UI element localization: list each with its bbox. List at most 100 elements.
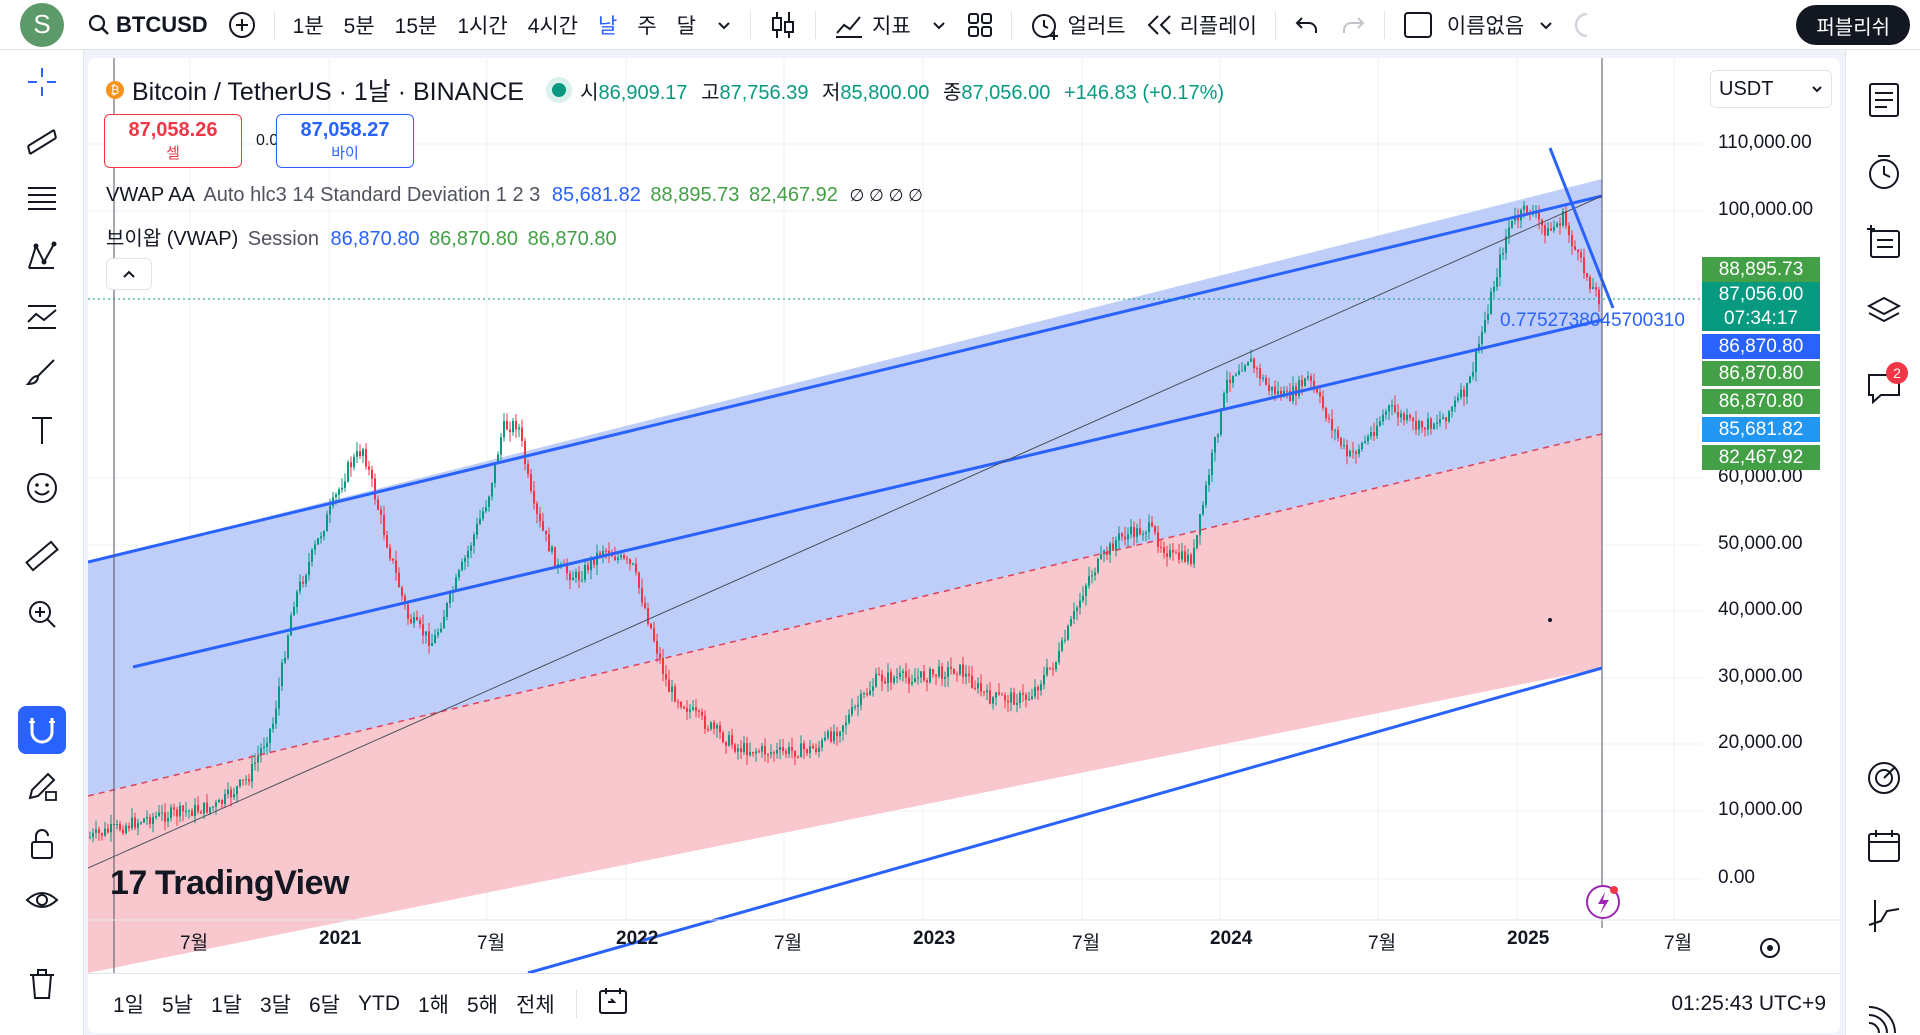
candle-body <box>1226 379 1228 394</box>
trendline-tool[interactable] <box>22 120 62 160</box>
emoji-tool[interactable] <box>22 468 62 508</box>
interval-1m[interactable]: 1분 <box>292 14 324 38</box>
candle-body <box>260 748 262 756</box>
candle-body <box>1118 533 1120 541</box>
compare-symbol-button[interactable] <box>218 0 266 50</box>
candle-body <box>209 807 211 813</box>
range-5d[interactable]: 5날 <box>162 993 193 1017</box>
layout-button[interactable]: 이름없음 <box>1393 0 1564 50</box>
candle-body <box>302 581 304 584</box>
candle-body <box>479 518 481 524</box>
undo-button[interactable] <box>1284 0 1330 50</box>
candle-body <box>155 815 157 818</box>
candle-body <box>236 786 238 795</box>
magnet-tool[interactable] <box>18 706 66 754</box>
chats-button[interactable]: 2 <box>1864 362 1908 408</box>
sell-button[interactable]: 87,058.26 셀 <box>104 114 242 168</box>
candle-body <box>317 538 319 545</box>
candle-body <box>1553 226 1555 231</box>
stay-drawing-tool[interactable] <box>22 766 62 806</box>
lock-drawings-tool[interactable] <box>22 824 62 864</box>
tradingview-watermark[interactable]: 17 TradingView <box>110 864 349 902</box>
collapse-legend-button[interactable] <box>106 258 152 290</box>
candle-body <box>1019 693 1021 703</box>
candle-body <box>1415 420 1417 430</box>
chart-type-button[interactable] <box>759 0 807 50</box>
hotlist-button[interactable] <box>1864 758 1904 798</box>
candle-body <box>983 691 985 693</box>
eye-icon <box>25 892 59 908</box>
redo-button[interactable] <box>1330 0 1376 50</box>
watchlist-button[interactable] <box>1864 80 1904 120</box>
publish-button[interactable]: 퍼블리쉬 <box>1796 5 1910 45</box>
ideas-button[interactable] <box>1864 896 1904 936</box>
candle-body <box>821 740 823 748</box>
indicators-button[interactable]: 지표 <box>824 0 921 50</box>
indicator-legend-vwap-aa[interactable]: VWAP AA Auto hlc3 14 Standard Deviation … <box>106 184 923 206</box>
interval-week[interactable]: 주 <box>637 14 657 38</box>
text-tool[interactable] <box>22 410 62 450</box>
buy-button[interactable]: 87,058.27 바이 <box>276 114 414 168</box>
calendar-button[interactable] <box>1864 826 1904 866</box>
candle-body <box>491 482 493 497</box>
y-tick: 110,000.00 <box>1718 132 1812 153</box>
price-chart[interactable] <box>88 58 1840 973</box>
range-3m[interactable]: 3달 <box>260 993 291 1017</box>
user-avatar[interactable]: S <box>20 2 64 47</box>
candle-body <box>743 743 745 753</box>
indicator-legend-vwap[interactable]: 브이왑 (VWAP) Session 86,870.80 86,870.80 8… <box>106 228 617 250</box>
projection-tool[interactable] <box>22 294 62 334</box>
interval-dropdown[interactable] <box>706 0 742 50</box>
goto-date-button[interactable] <box>589 986 639 1022</box>
range-1m[interactable]: 1달 <box>211 993 242 1017</box>
signal-button[interactable] <box>1864 994 1904 1034</box>
candle-body <box>1544 225 1546 236</box>
indicators-dropdown[interactable] <box>921 0 957 50</box>
replay-button[interactable]: 리플레이 <box>1136 0 1267 50</box>
candle-body <box>968 673 970 676</box>
timezone-clock[interactable]: 01:25:43 UTC+9 <box>1671 991 1826 1015</box>
interval-day[interactable]: 날 <box>598 14 618 38</box>
range-all[interactable]: 전체 <box>516 993 555 1017</box>
interval-5m[interactable]: 5분 <box>343 14 375 38</box>
y-tick: 50,000.00 <box>1718 533 1803 554</box>
remove-drawings-tool[interactable] <box>22 964 62 1004</box>
symbol-search[interactable]: BTCUSD <box>78 0 218 50</box>
alerts-button[interactable]: 얼러트 <box>1020 0 1136 50</box>
interval-1h[interactable]: 1시간 <box>457 14 508 38</box>
range-ytd[interactable]: YTD <box>358 991 400 1015</box>
candle-body <box>1049 667 1051 669</box>
zoom-tool[interactable] <box>22 594 62 634</box>
candle-body <box>641 588 643 603</box>
range-6m[interactable]: 6달 <box>309 993 340 1017</box>
candle-body <box>578 571 580 581</box>
series-legend[interactable]: ₿ Bitcoin / TetherUS · 1날 · BINANCE 시86,… <box>106 72 1224 108</box>
interval-month[interactable]: 달 <box>676 14 696 38</box>
candle-body <box>323 531 325 537</box>
range-5y[interactable]: 5해 <box>467 993 498 1017</box>
interval-4h[interactable]: 4시간 <box>527 14 579 38</box>
currency-select[interactable]: USDT <box>1710 70 1832 108</box>
range-1y[interactable]: 1해 <box>418 993 449 1017</box>
interval-15m[interactable]: 15분 <box>394 14 438 38</box>
object-tree-button[interactable] <box>1864 222 1904 262</box>
crosshair-tool[interactable] <box>22 62 62 102</box>
candle-body <box>284 657 286 663</box>
brush-tool[interactable] <box>22 352 62 392</box>
candle-body <box>848 714 850 723</box>
layers-button[interactable] <box>1864 292 1904 332</box>
candle-body <box>1178 552 1180 560</box>
candle-body <box>347 462 349 482</box>
templates-button[interactable] <box>957 0 1003 50</box>
candle-body <box>1046 667 1048 675</box>
candle-body <box>1148 522 1150 533</box>
fib-tool[interactable] <box>22 178 62 218</box>
alerts-panel-button[interactable] <box>1864 152 1904 192</box>
candle-body <box>1235 374 1237 376</box>
candle-body <box>860 693 862 705</box>
candle-body <box>146 817 148 819</box>
hide-drawings-tool[interactable] <box>22 880 62 920</box>
measure-tool[interactable] <box>22 536 62 576</box>
pattern-tool[interactable] <box>22 236 62 276</box>
range-1d[interactable]: 1일 <box>113 993 144 1017</box>
